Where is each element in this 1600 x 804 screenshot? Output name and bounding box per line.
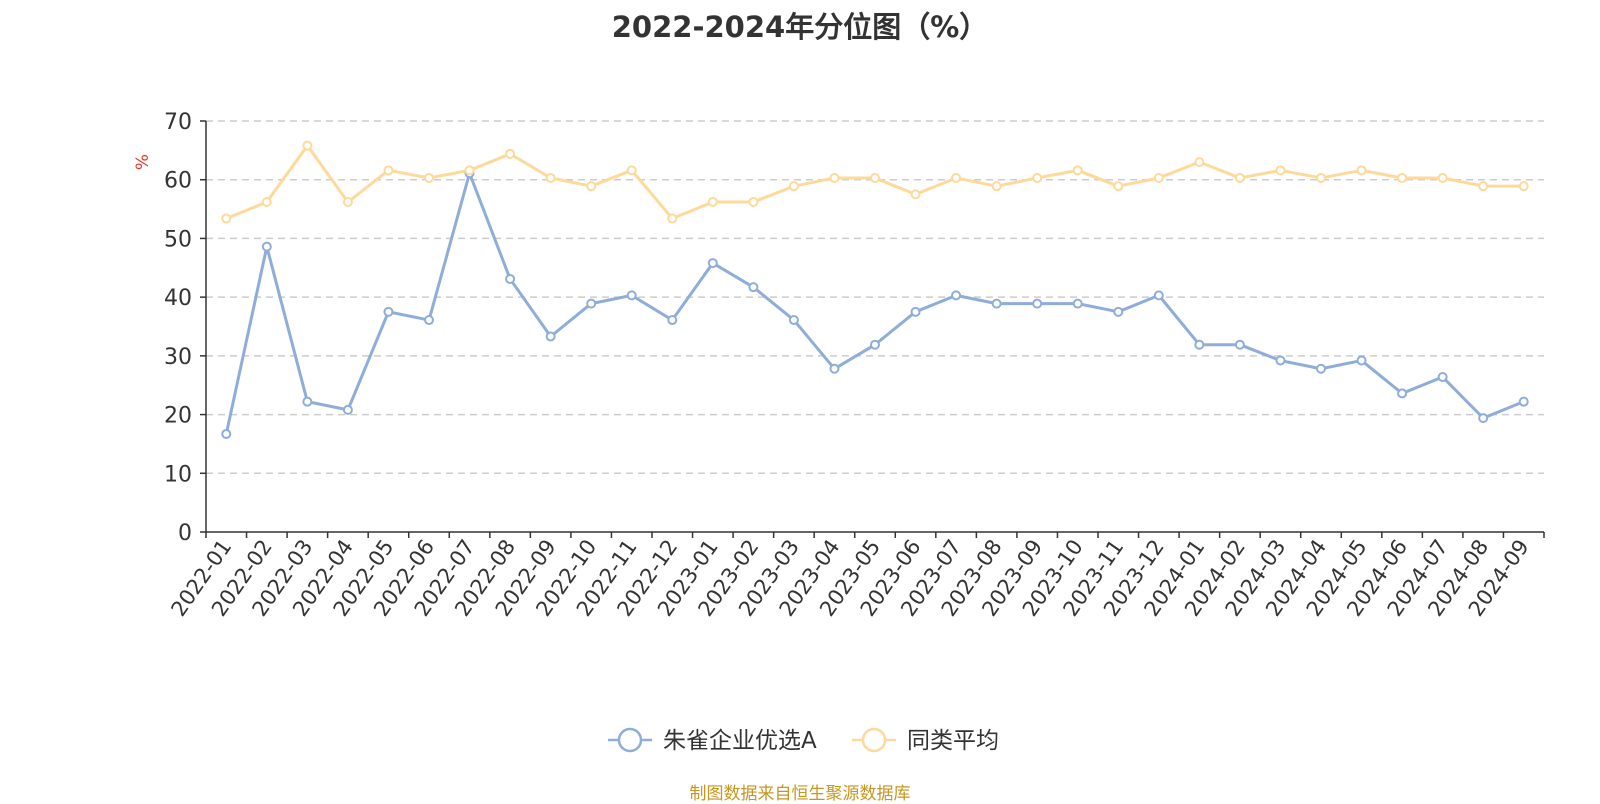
series-0-point[interactable] — [1153, 290, 1164, 301]
series-1-point[interactable] — [221, 213, 232, 224]
series-1-point[interactable] — [1032, 172, 1043, 183]
series-1-point[interactable] — [464, 165, 475, 176]
series-layer — [221, 140, 1529, 439]
series-1-point[interactable] — [788, 181, 799, 192]
y-tick-label: 10 — [164, 462, 192, 487]
series-1-point[interactable] — [505, 148, 516, 159]
series-1-point[interactable] — [1316, 172, 1326, 183]
series-0-point[interactable] — [1234, 339, 1245, 350]
series-0-point[interactable] — [1194, 339, 1205, 350]
series-1-point[interactable] — [748, 197, 759, 208]
series-0-point[interactable] — [586, 298, 597, 309]
series-0-point[interactable] — [1518, 396, 1529, 407]
series-1-point[interactable] — [910, 189, 921, 200]
series-1-point[interactable] — [1397, 172, 1408, 183]
legend-label-1[interactable]: 同类平均 — [907, 728, 999, 754]
series-1-point[interactable] — [1518, 181, 1529, 192]
series-0-point[interactable] — [707, 258, 718, 269]
y-tick-label: 20 — [164, 404, 192, 429]
series-0-point[interactable] — [505, 273, 516, 284]
chart-title: 2022-2024年分位图（%） — [611, 10, 989, 44]
series-line-0 — [224, 171, 1525, 435]
series-0-point[interactable] — [667, 315, 678, 326]
y-axis-label: % — [133, 154, 153, 170]
legend: 朱雀企业优选A 同类平均 — [608, 727, 999, 754]
series-1-point[interactable] — [1153, 172, 1164, 183]
y-tick-label: 40 — [164, 286, 192, 311]
source-note: 制图数据来自恒生聚源数据库 — [689, 784, 911, 804]
series-1-point[interactable] — [1356, 165, 1367, 176]
y-tick-label: 50 — [164, 227, 192, 252]
series-0-point[interactable] — [910, 306, 921, 317]
series-1-point[interactable] — [667, 213, 678, 224]
series-0-point[interactable] — [1113, 306, 1124, 317]
series-0-point[interactable] — [748, 282, 759, 293]
series-1-point[interactable] — [707, 197, 718, 208]
series-1-point[interactable] — [1478, 181, 1489, 192]
series-0-point[interactable] — [261, 241, 272, 252]
series-1-point[interactable] — [870, 172, 880, 183]
series-1-point[interactable] — [1194, 157, 1205, 168]
series-1-point[interactable] — [261, 197, 272, 208]
y-tick-label: 60 — [164, 169, 192, 194]
series-0-point[interactable] — [383, 306, 394, 317]
series-1-point[interactable] — [1437, 172, 1448, 183]
legend-marker-0[interactable] — [617, 727, 643, 753]
series-1-point[interactable] — [383, 165, 394, 176]
series-1-point[interactable] — [951, 172, 962, 183]
series-0-point[interactable] — [545, 331, 556, 342]
series-0-point[interactable] — [1072, 298, 1083, 309]
series-1-point[interactable] — [1113, 181, 1124, 192]
series-1-point[interactable] — [545, 172, 556, 183]
y-tick-label: 0 — [178, 521, 192, 546]
series-0-point[interactable] — [302, 396, 313, 407]
series-0-point[interactable] — [1437, 371, 1448, 382]
series-1-point[interactable] — [302, 140, 313, 151]
y-tick-label: 30 — [164, 345, 192, 370]
series-1-point[interactable] — [829, 172, 840, 183]
series-0-point[interactable] — [1316, 363, 1326, 374]
series-0-point[interactable] — [788, 315, 799, 326]
series-1-point[interactable] — [424, 172, 434, 183]
series-0-point[interactable] — [1032, 298, 1043, 309]
series-1-point[interactable] — [586, 181, 597, 192]
series-0-point[interactable] — [829, 363, 840, 374]
series-1-point[interactable] — [1234, 172, 1245, 183]
series-1-point[interactable] — [1275, 165, 1286, 176]
series-0-point[interactable] — [221, 428, 232, 439]
series-0-point[interactable] — [1356, 355, 1367, 366]
series-1-point[interactable] — [342, 197, 353, 208]
series-0-point[interactable] — [1275, 355, 1286, 366]
series-0-point[interactable] — [1478, 413, 1489, 424]
series-0-point[interactable] — [342, 404, 353, 415]
series-1-point[interactable] — [991, 181, 1002, 192]
series-1-point[interactable] — [626, 165, 637, 176]
series-0-point[interactable] — [991, 298, 1002, 309]
legend-label-0[interactable]: 朱雀企业优选A — [663, 728, 817, 754]
series-1-point[interactable] — [1072, 165, 1083, 176]
y-tick-label: 70 — [164, 110, 192, 135]
series-0-point[interactable] — [870, 339, 880, 350]
series-0-point[interactable] — [951, 290, 962, 301]
series-0-point[interactable] — [1397, 388, 1408, 399]
series-0-point[interactable] — [626, 290, 637, 301]
legend-marker-1[interactable] — [861, 727, 887, 753]
series-0-point[interactable] — [424, 315, 434, 326]
